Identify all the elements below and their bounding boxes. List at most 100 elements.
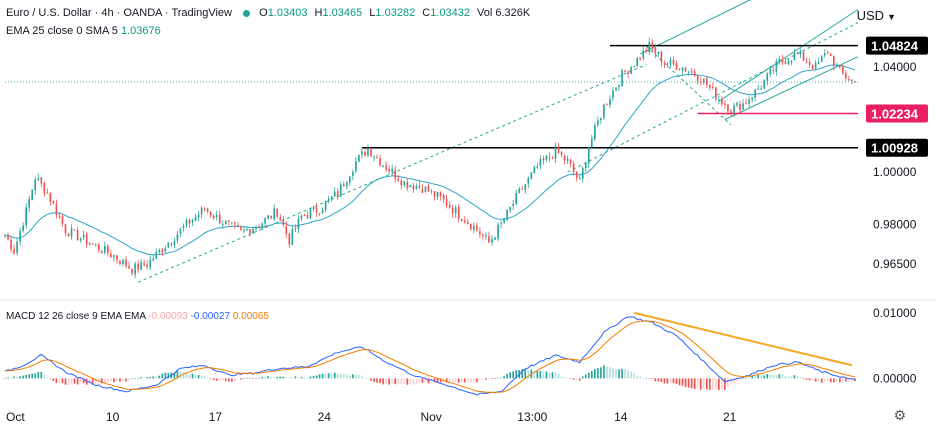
macd-legend[interactable]: MACD 12 26 close 9 EMA EMA -0.00093 -0.0… [6,311,269,322]
chevron-down-icon: ▼ [887,12,896,22]
candle [25,207,28,226]
candle [736,102,738,106]
candle [82,234,85,238]
macd-histogram-bar [364,378,366,379]
candle [379,158,381,166]
macd-histogram-bar [808,378,811,381]
gear-icon[interactable]: ⚙ [893,407,906,423]
macd-histogram-bar [781,374,784,379]
macd-histogram-bar [285,377,288,379]
candle [642,50,645,59]
macd-histogram-bar [406,378,409,385]
candle [848,78,850,81]
candle [403,181,406,186]
candle [427,186,430,192]
macd-histogram-bar [594,369,596,379]
candle [279,217,282,221]
currency-selector[interactable]: USD ▼ [857,8,896,23]
macd-histogram-bar [548,373,551,379]
macd-histogram-bar [454,378,457,382]
macd-histogram-bar [460,378,463,383]
macd-histogram-bar [618,369,620,379]
candle [527,177,530,184]
macd-histogram-bar [630,371,632,379]
candle [627,72,629,74]
candle [237,225,239,227]
candle [500,222,502,224]
candle [85,234,88,245]
candle [264,218,266,224]
candle [672,59,675,64]
macd-histogram-bar [143,377,145,379]
candle [397,178,400,181]
macd-histogram-bar [412,378,415,385]
candle [515,193,518,205]
candle [763,80,766,89]
macd-histogram-bar [273,377,276,379]
macd-histogram-bar [237,378,239,379]
candle [621,70,623,87]
macd-histogram-bar [119,378,121,382]
macd-histogram-bar [327,373,330,379]
candle [630,67,632,74]
macd-histogram-bar [711,378,714,390]
macd-histogram-bar [790,376,793,379]
x-tick-label: 13:00 [517,410,547,424]
macd-histogram-bar [772,374,775,379]
macd-histogram-bar [79,378,82,384]
candle [31,189,34,200]
candle [651,42,654,49]
macd-histogram-bar [699,378,702,390]
macd-histogram-bar [388,378,390,385]
candle [793,53,796,61]
macd-histogram-bar [418,378,421,383]
macd-histogram-bar [609,366,611,379]
candle [639,57,642,60]
candle [34,179,37,191]
candle [566,158,569,162]
macd-histogram-bar [651,378,654,379]
macd-histogram-bar [823,378,826,382]
candle [421,188,424,193]
candle [845,73,847,79]
candle [530,172,533,179]
candle [388,169,390,172]
candle [100,250,103,253]
macd-histogram-bar [400,378,403,384]
candle [554,146,557,159]
candle [167,242,170,248]
candle [618,85,620,88]
candle [182,225,185,228]
candle [663,62,666,64]
candle [152,258,155,261]
macd-histogram-bar [515,370,518,379]
candle [820,56,823,62]
macd-histogram-bar [817,378,820,382]
candle [73,229,76,231]
candle [814,62,817,69]
macd-histogram-bar [572,378,575,380]
candle [775,61,778,72]
macd-histogram-bar [657,378,660,382]
macd-histogram-bar [348,374,351,379]
macd-histogram-bar [64,378,67,385]
candle [228,220,230,222]
candle [835,64,838,66]
ema-legend[interactable]: EMA 25 close 0 SMA 5 1.03676 [6,25,161,37]
candle [246,229,248,231]
candle [330,196,333,199]
candle [563,155,566,161]
candle [367,148,369,156]
macd-histogram-bar [748,377,750,379]
candle [817,62,820,64]
candle [224,220,227,224]
macd-histogram-bar [209,378,212,379]
candle [158,249,161,253]
candle [146,264,148,267]
macd-histogram-bar [590,370,593,379]
candle [61,216,64,224]
macd-histogram-bar [854,378,856,382]
candle [361,151,363,155]
candle [270,216,273,219]
